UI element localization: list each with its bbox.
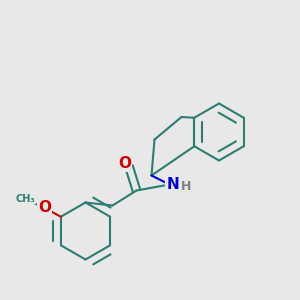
Text: H: H [181,179,191,193]
Text: O: O [38,200,51,215]
Text: N: N [166,177,179,192]
Text: O: O [118,156,131,171]
Text: CH₃: CH₃ [16,194,35,204]
